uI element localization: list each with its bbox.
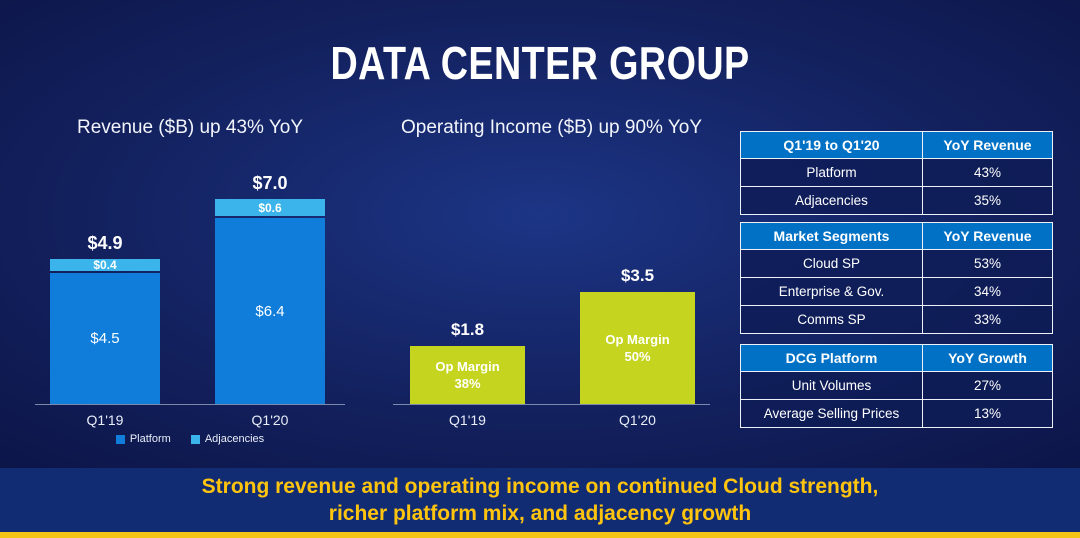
gold-strip [0,532,1080,538]
table-dcg-platform: DCG Platform YoY Growth Unit Volumes 27%… [740,344,1053,428]
page-title: DATA CENTER GROUP [330,37,750,89]
adjacency-value-label: $0.4 [93,258,117,272]
x-axis-label: Q1'19 [449,412,486,428]
op-income-chart: $1.8 Op Margin 38% $3.5 Op Margin 50% Q1… [393,150,710,428]
table-market-segments: Market Segments YoY Revenue Cloud SP 53%… [740,222,1053,334]
revenue-chart: $4.9 $0.4 $4.5 $7.0 $0.6 $6.4 Q1'19 Q1'2… [35,150,345,428]
total-label: $7.0 [252,173,288,193]
legend-label: Adjacencies [204,433,265,445]
revenue-bar-group: $4.9 $0.4 $4.5 [50,233,160,404]
table-cell: Unit Volumes [740,371,923,400]
table-cell: Platform [740,158,923,187]
op-income-chart-title: Operating Income ($B) up 90% YoY [400,117,703,138]
op-margin-label: Op Margin 50% [605,331,669,365]
op-income-bar-group: $1.8 Op Margin 38% [410,320,525,404]
table-header-cell: YoY Revenue [922,222,1053,250]
platform-value-label: $6.4 [255,302,285,320]
legend: Platform Adjacencies [35,433,345,445]
op-margin-label: Op Margin 38% [435,358,499,392]
table-row: Cloud SP 53% [740,249,1053,278]
table-cell: 13% [922,399,1053,428]
platform-segment: $4.5 [50,273,160,404]
adjacency-value-label: $0.6 [258,200,282,215]
table-yoy-revenue: Q1'19 to Q1'20 YoY Revenue Platform 43% … [740,131,1053,215]
table-cell: Comms SP [740,305,923,334]
table-header-cell: DCG Platform [740,344,923,372]
table-row: Platform 43% [740,158,1053,187]
table-cell: 35% [922,186,1053,215]
platform-value-label: $4.5 [90,330,120,347]
table-row: Average Selling Prices 13% [740,399,1053,428]
table-header-cell: Q1'19 to Q1'20 [740,131,923,159]
legend-item-adjacencies: Adjacencies [190,433,265,445]
table-cell: Cloud SP [740,249,923,278]
op-income-bar: Op Margin 38% [410,346,525,404]
table-cell: 34% [922,277,1053,306]
table-cell: 53% [922,249,1053,278]
adjacencies-swatch-icon [190,434,200,444]
table-cell: 33% [922,305,1053,334]
value-label: $1.8 [450,320,485,339]
op-margin-title: Op Margin [605,332,670,347]
adjacency-segment: $0.6 [215,199,325,216]
adjacency-segment: $0.4 [50,258,160,272]
value-label: $3.5 [620,266,655,285]
op-margin-title: Op Margin [435,359,500,374]
revenue-bar-group: $7.0 $0.6 $6.4 [215,173,325,404]
op-income-bar-group: $3.5 Op Margin 50% [580,266,695,404]
table-row: Enterprise & Gov. 34% [740,277,1053,306]
op-income-bar: Op Margin 50% [580,292,695,404]
table-row: Unit Volumes 27% [740,371,1053,400]
table-header-cell: Market Segments [740,222,923,250]
table-cell: Enterprise & Gov. [740,277,923,306]
legend-label: Platform [129,433,171,445]
footer-line-1: Strong revenue and operating income on c… [201,474,879,498]
table-header-cell: YoY Growth [922,344,1053,372]
table-cell: 43% [922,158,1053,187]
revenue-chart-title: Revenue ($B) up 43% YoY [76,117,304,138]
op-margin-value: 50% [624,349,651,364]
table-row: Comms SP 33% [740,305,1053,334]
x-axis-label: Q1'19 [86,412,124,428]
platform-swatch-icon [115,434,125,444]
table-row: Adjacencies 35% [740,186,1053,215]
table-header-cell: YoY Revenue [922,131,1053,159]
total-label: $4.9 [87,233,123,253]
x-axis-label: Q1'20 [619,412,656,428]
x-axis-label: Q1'20 [251,412,289,428]
legend-item-platform: Platform [115,433,171,445]
platform-segment: $6.4 [215,218,325,404]
footer-line-2: richer platform mix, and adjacency growt… [328,501,752,525]
footer-banner: Strong revenue and operating income on c… [0,468,1080,532]
table-cell: Average Selling Prices [740,399,923,428]
table-cell: Adjacencies [740,186,923,215]
op-margin-value: 38% [454,376,481,391]
table-cell: 27% [922,371,1053,400]
